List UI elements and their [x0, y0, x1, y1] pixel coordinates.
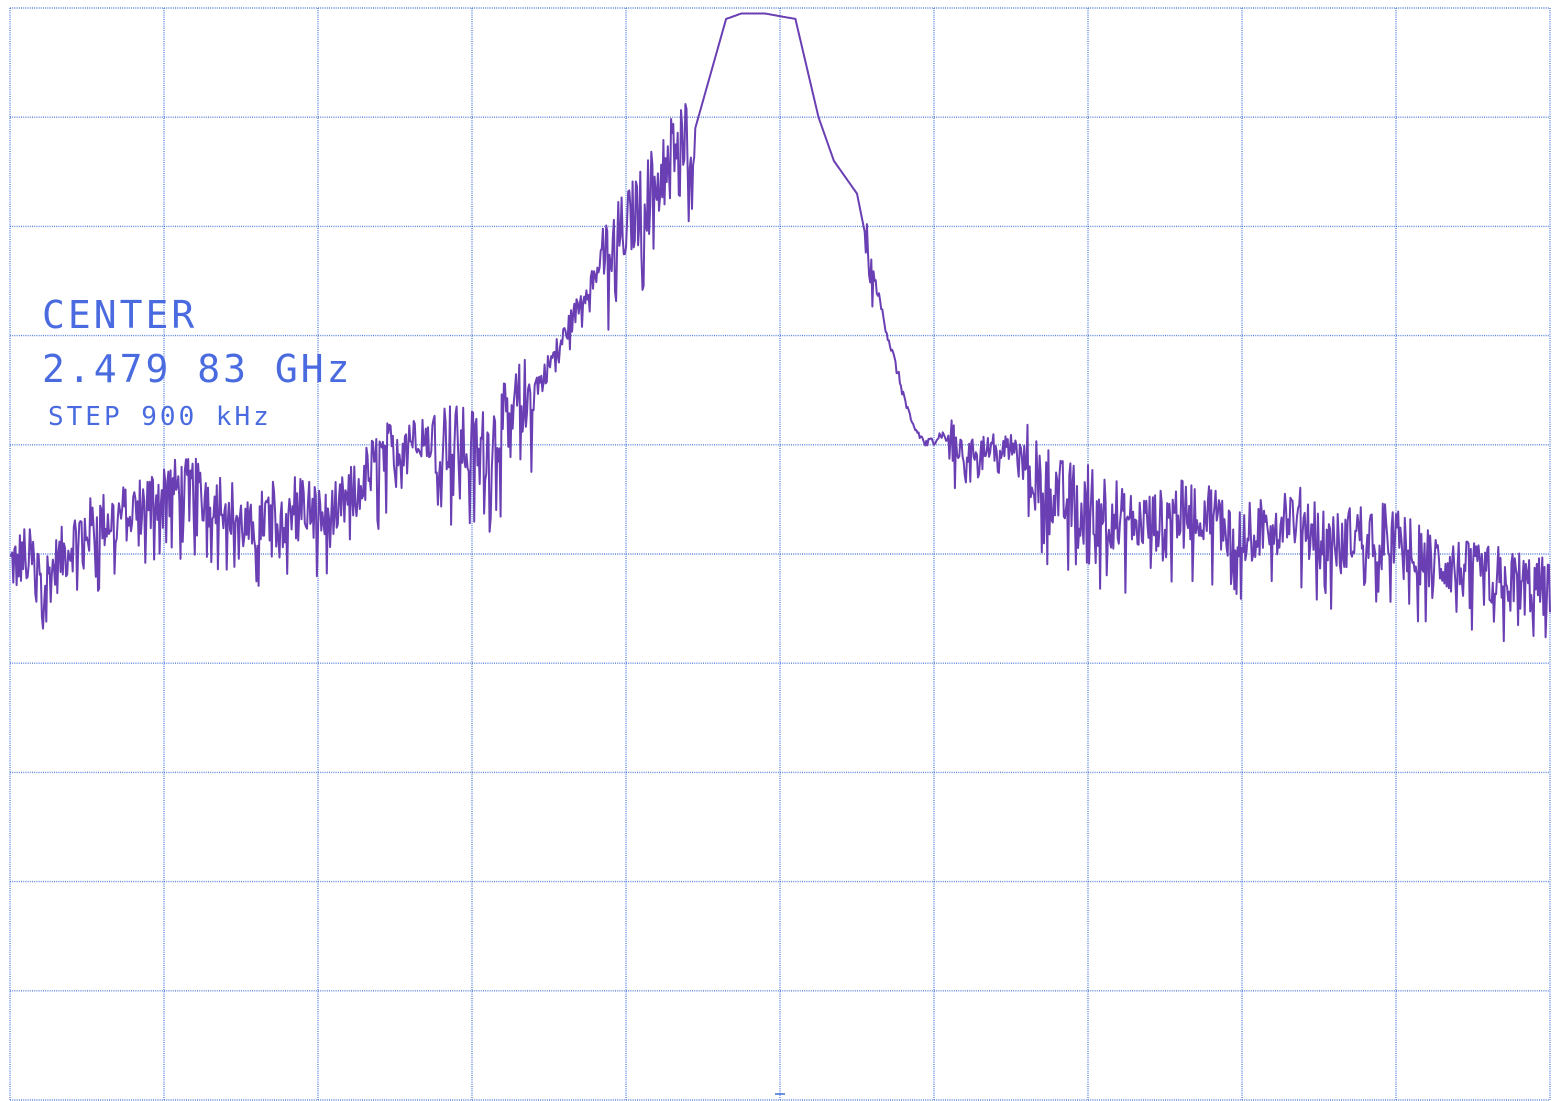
graticule — [9, 7, 1551, 1101]
step-readout: STEP 900 kHz — [48, 402, 272, 432]
trace-group — [9, 12, 1551, 643]
spectrum-trace — [9, 12, 1551, 643]
center-label: CENTER — [42, 293, 198, 337]
center-frequency-readout: 2.479 83 GHz — [42, 347, 353, 391]
